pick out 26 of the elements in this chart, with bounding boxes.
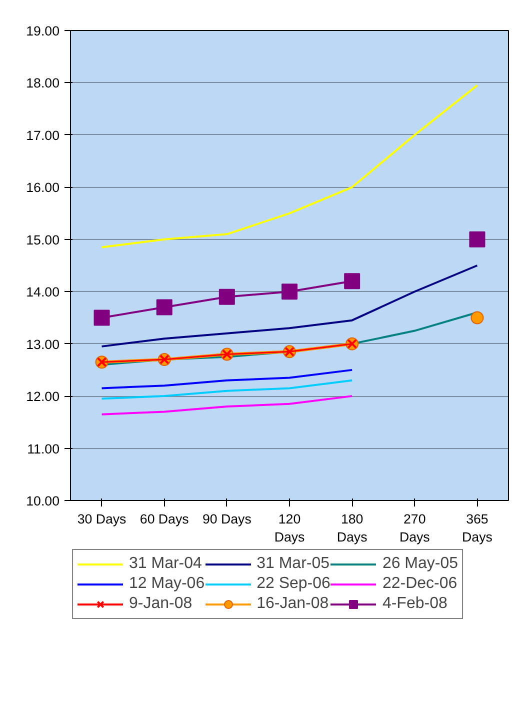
legend-label: 31 Mar-04 — [129, 555, 202, 573]
legend-label: 22 Sep-06 — [256, 575, 330, 593]
legend-label: 26 May-05 — [382, 555, 458, 573]
y-tick-label: 10.00 — [26, 494, 60, 508]
y-tick-label: 13.00 — [26, 336, 60, 352]
y-tick-label: 17.00 — [26, 128, 60, 143]
x-tick-label: 30 Days — [77, 512, 127, 526]
legend-label: 31 Mar-05 — [256, 555, 330, 573]
y-tick-label: 14.00 — [26, 284, 60, 300]
x-tick-label: 365 Days — [462, 512, 493, 544]
y-tick-label: 15.00 — [26, 232, 60, 248]
y-tick-label: 16.00 — [26, 180, 60, 196]
legend-label: 9-Jan-08 — [129, 595, 192, 613]
legend-label: 16-Jan-08 — [256, 595, 329, 613]
legend-label: 22-Dec-06 — [382, 575, 458, 593]
x-tick-label: 120 Days — [274, 512, 306, 544]
y-tick-label: 11.00 — [27, 441, 60, 456]
x-tick-label: 270 Days — [399, 512, 430, 544]
x-tick-label: 90 Days — [202, 512, 252, 526]
legend-label: 12 May-06 — [129, 575, 205, 593]
y-tick-label: 12.00 — [26, 389, 60, 404]
legend-label: 4-Feb-08 — [382, 595, 448, 613]
y-tick-label: 18.00 — [26, 76, 60, 91]
x-tick-label: 60 Days — [140, 512, 190, 526]
x-tick-label: 180 Days — [336, 512, 368, 544]
y-tick-label: 19.00 — [26, 24, 60, 38]
